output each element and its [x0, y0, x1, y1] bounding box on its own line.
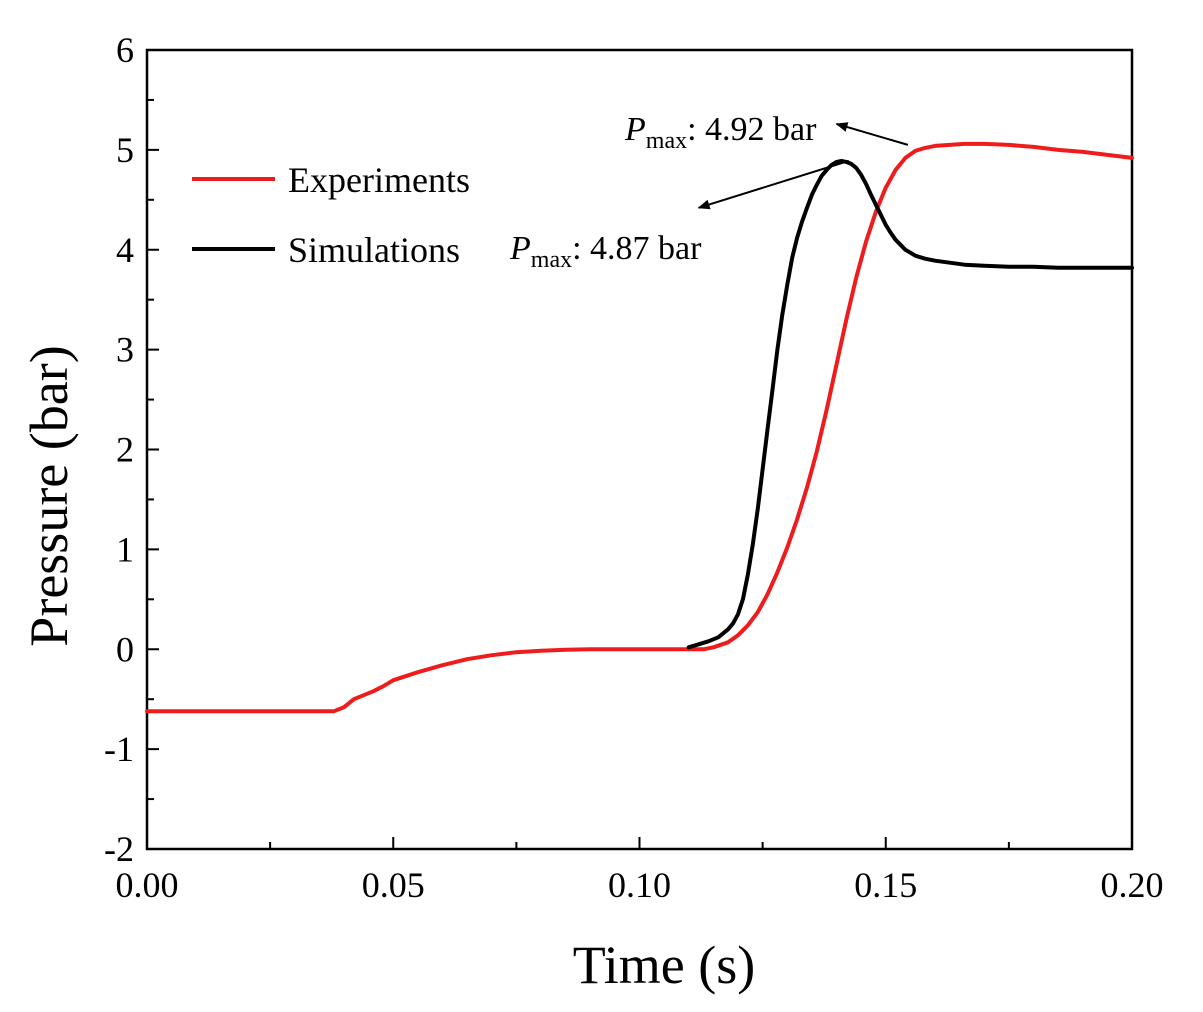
x-tick-label: 0.05 — [362, 865, 425, 905]
x-axis-title: Time (s) — [573, 935, 756, 995]
series-line-simulations — [686, 158, 1134, 650]
annotation-arrow-experiments — [835, 122, 909, 146]
series-line-experiments — [145, 141, 1134, 714]
y-tick-label: 3 — [116, 330, 134, 370]
x-tick-label: 0.20 — [1101, 865, 1164, 905]
annotations: Pmax: 4.92 bar Pmax: 4.87 bar — [509, 111, 909, 273]
annotation-simulations-peak: Pmax: 4.87 bar — [509, 230, 702, 273]
y-tick-label: 6 — [116, 30, 134, 70]
y-tick-label: 4 — [116, 230, 134, 270]
y-tick-label: -2 — [104, 829, 134, 869]
annotation-arrow-simulations — [697, 159, 850, 210]
legend-label-simulations: Simulations — [288, 230, 460, 270]
y-axis-title: Pressure (bar) — [19, 345, 79, 646]
axis-ticks — [146, 49, 1133, 850]
y-tick-label: 1 — [116, 529, 134, 569]
annotation-experiments-peak: Pmax: 4.92 bar — [624, 111, 817, 154]
x-tick-label: 0.00 — [116, 865, 179, 905]
axis-tick-labels: 0.00 0.05 0.10 0.15 0.20 -2 -1 0 1 2 3 4 5 6 — [104, 30, 1164, 905]
legend-label-experiments: Experiments — [288, 160, 470, 200]
x-tick-label: 0.10 — [608, 865, 671, 905]
legend: Experiments Simulations — [192, 160, 470, 270]
x-tick-label: 0.15 — [854, 865, 917, 905]
y-tick-label: 5 — [116, 130, 134, 170]
y-tick-label: -1 — [104, 729, 134, 769]
series-layer — [145, 141, 1134, 714]
y-tick-label: 0 — [116, 629, 134, 669]
y-tick-label: 2 — [116, 430, 134, 470]
